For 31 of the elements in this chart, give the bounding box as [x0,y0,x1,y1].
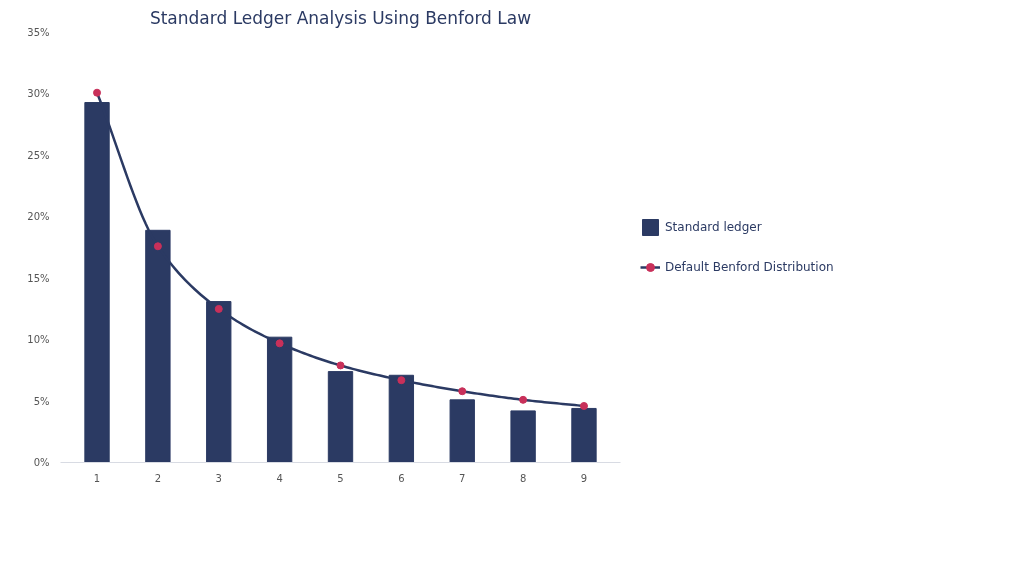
point [153,242,162,251]
x-tick-label: 4 [276,472,283,484]
x-tick-label: 3 [215,472,222,484]
x-tick-label: 7 [459,472,466,484]
point [214,304,223,313]
y-tick-label: 0% [33,457,50,468]
y-tick-label: 20% [27,211,50,223]
x-tick-label: 6 [398,472,405,484]
y-tick-label: 30% [27,88,50,100]
x-tick-label: 9 [580,472,588,484]
point [458,387,467,396]
x-tick-label: 5 [337,472,344,484]
x-tick-label: 1 [93,472,101,484]
y-tick-label: 5% [33,395,50,407]
y-tick-label: 15% [27,272,50,284]
point [336,361,345,370]
bar [510,410,536,463]
legend-label: Default Benford Distribution [665,260,834,274]
point [519,395,528,404]
point [275,339,284,348]
bar [449,399,475,463]
point [579,401,588,410]
legend-label: Standard ledger [665,220,762,234]
x-tick-label: 2 [154,472,162,484]
point [93,88,102,97]
chart-title: Standard Ledger Analysis Using Benford Law [149,7,532,28]
point [397,376,406,385]
y-tick-label: 35% [27,27,50,38]
y-tick-label: 10% [27,334,50,346]
x-tick-label: 8 [519,472,527,484]
y-tick-label: 25% [27,149,50,161]
